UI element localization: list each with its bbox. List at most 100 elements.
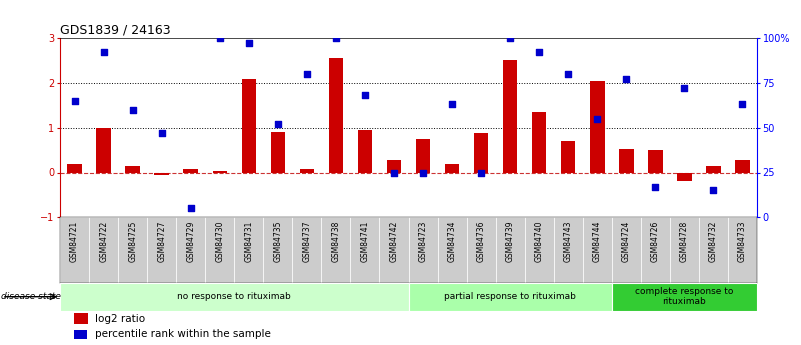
Bar — [641, 217, 670, 283]
Bar — [147, 217, 176, 283]
Point — [155, 130, 168, 136]
Bar — [74, 313, 88, 324]
Text: GDS1839 / 24163: GDS1839 / 24163 — [60, 23, 171, 36]
Point — [213, 35, 226, 41]
Text: GSM84726: GSM84726 — [651, 221, 660, 262]
Bar — [271, 132, 285, 172]
Bar — [561, 141, 575, 172]
Text: GSM84725: GSM84725 — [128, 221, 137, 262]
Bar — [728, 217, 757, 283]
Bar — [474, 133, 489, 172]
Text: GSM84741: GSM84741 — [360, 221, 369, 262]
Point — [300, 71, 313, 77]
Text: GSM84722: GSM84722 — [99, 221, 108, 262]
Point — [68, 98, 81, 104]
Text: GSM84730: GSM84730 — [215, 221, 224, 262]
Point — [620, 77, 633, 82]
Bar — [612, 283, 757, 310]
Point — [475, 170, 488, 175]
Point — [329, 35, 342, 41]
Text: GSM84740: GSM84740 — [535, 221, 544, 262]
Bar — [416, 139, 430, 172]
Bar — [74, 330, 87, 339]
Bar — [706, 166, 721, 172]
Bar — [60, 283, 409, 310]
Point — [736, 101, 749, 107]
Bar — [525, 217, 553, 283]
Point — [272, 121, 284, 127]
Bar — [409, 283, 612, 310]
Point — [591, 116, 604, 121]
Text: GSM84734: GSM84734 — [448, 221, 457, 262]
Text: GSM84743: GSM84743 — [564, 221, 573, 262]
Text: GSM84731: GSM84731 — [244, 221, 253, 262]
Text: GSM84737: GSM84737 — [303, 221, 312, 262]
Bar — [89, 217, 118, 283]
Bar — [292, 217, 321, 283]
Text: GSM84744: GSM84744 — [593, 221, 602, 262]
Point — [127, 107, 139, 112]
Text: GSM84733: GSM84733 — [738, 221, 747, 262]
Bar — [496, 217, 525, 283]
Bar — [445, 165, 459, 172]
Bar — [126, 166, 140, 172]
Bar — [735, 160, 750, 172]
Text: GSM84721: GSM84721 — [70, 221, 79, 262]
Point — [417, 170, 429, 175]
Bar — [234, 217, 264, 283]
Text: disease state: disease state — [1, 292, 61, 301]
Point — [184, 206, 197, 211]
Point — [388, 170, 400, 175]
Bar — [212, 171, 227, 172]
Bar — [380, 217, 409, 283]
Point — [504, 35, 517, 41]
Bar — [590, 80, 605, 172]
Bar — [437, 217, 466, 283]
Point — [445, 101, 458, 107]
Bar — [612, 217, 641, 283]
Bar — [321, 217, 350, 283]
Text: GSM84742: GSM84742 — [389, 221, 398, 262]
Bar — [387, 160, 401, 172]
Bar — [67, 165, 82, 172]
Text: GSM84724: GSM84724 — [622, 221, 630, 262]
Bar — [183, 169, 198, 172]
Text: percentile rank within the sample: percentile rank within the sample — [95, 329, 271, 339]
Text: GSM84732: GSM84732 — [709, 221, 718, 262]
Text: GSM84723: GSM84723 — [419, 221, 428, 262]
Point — [562, 71, 574, 77]
Bar — [553, 217, 582, 283]
Bar — [677, 172, 691, 180]
Bar — [96, 128, 111, 172]
Bar — [670, 217, 698, 283]
Point — [359, 92, 372, 98]
Bar — [264, 217, 292, 283]
Bar — [503, 60, 517, 172]
Point — [707, 188, 720, 193]
Text: GSM84739: GSM84739 — [505, 221, 514, 262]
Bar — [242, 79, 256, 172]
Text: no response to rituximab: no response to rituximab — [177, 292, 292, 301]
Point — [97, 50, 110, 55]
Bar — [155, 172, 169, 175]
Text: complete response to
rituximab: complete response to rituximab — [635, 287, 734, 306]
Bar — [358, 130, 372, 172]
Bar — [619, 149, 634, 172]
Point — [533, 50, 545, 55]
Point — [243, 41, 256, 46]
Point — [678, 86, 690, 91]
Bar — [698, 217, 728, 283]
Bar — [466, 217, 496, 283]
Bar — [350, 217, 380, 283]
Bar — [409, 217, 437, 283]
Bar — [118, 217, 147, 283]
Text: GSM84729: GSM84729 — [187, 221, 195, 262]
Text: GSM84727: GSM84727 — [157, 221, 166, 262]
Text: partial response to rituximab: partial response to rituximab — [445, 292, 576, 301]
Bar — [328, 58, 343, 172]
Point — [649, 184, 662, 190]
Text: GSM84736: GSM84736 — [477, 221, 485, 262]
Bar — [60, 217, 89, 283]
Bar — [582, 217, 612, 283]
Text: log2 ratio: log2 ratio — [95, 314, 145, 324]
